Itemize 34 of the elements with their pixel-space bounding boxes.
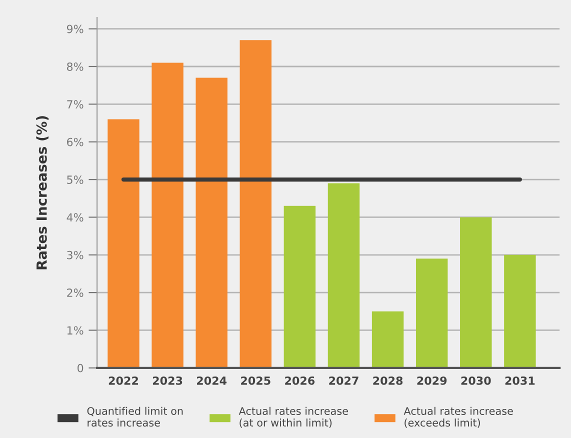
- x-tick-label: 2027: [329, 376, 358, 385]
- legend-label: Actual rates increase (at or within limit): [238, 406, 348, 428]
- x-tick-label: 2024: [197, 376, 227, 385]
- bar: [416, 258, 448, 368]
- bar: [108, 119, 140, 368]
- x-tick-label: 2026: [285, 376, 315, 385]
- y-tick-label: 2%: [67, 288, 84, 297]
- y-tick-label: 1%: [67, 326, 84, 335]
- bar: [460, 217, 492, 368]
- y-tick-label: 7%: [67, 100, 84, 109]
- legend-label: Quantified limit on rates increase: [87, 406, 183, 427]
- legend-label: Actual rates increase (exceeds limit): [404, 406, 513, 428]
- bar: [328, 183, 360, 368]
- x-tick-label: 2031: [505, 376, 535, 385]
- bar: [152, 62, 184, 368]
- x-tick-label: 2029: [417, 376, 447, 385]
- bar: [372, 311, 404, 368]
- y-tick-label: 9%: [66, 24, 84, 34]
- y-tick-label: 6%: [67, 138, 84, 146]
- bar: [196, 78, 228, 368]
- bar: [240, 40, 272, 368]
- x-tick-label: 2030: [461, 376, 491, 385]
- y-tick-label: 3%: [67, 250, 84, 260]
- bar: [504, 254, 536, 368]
- x-tick-label: 2025: [241, 376, 270, 385]
- y-tick-label: 5%: [67, 176, 84, 184]
- y-tick-label: 8%: [67, 62, 84, 71]
- x-tick-label: 2028: [373, 376, 403, 385]
- y-axis-title: Rates Increases (%): [36, 116, 49, 270]
- bar: [284, 206, 316, 368]
- y-tick-label: 0: [78, 364, 84, 372]
- x-tick-label: 2023: [152, 376, 182, 385]
- y-tick-label: 4%: [66, 213, 84, 222]
- x-tick-label: 2022: [108, 376, 138, 385]
